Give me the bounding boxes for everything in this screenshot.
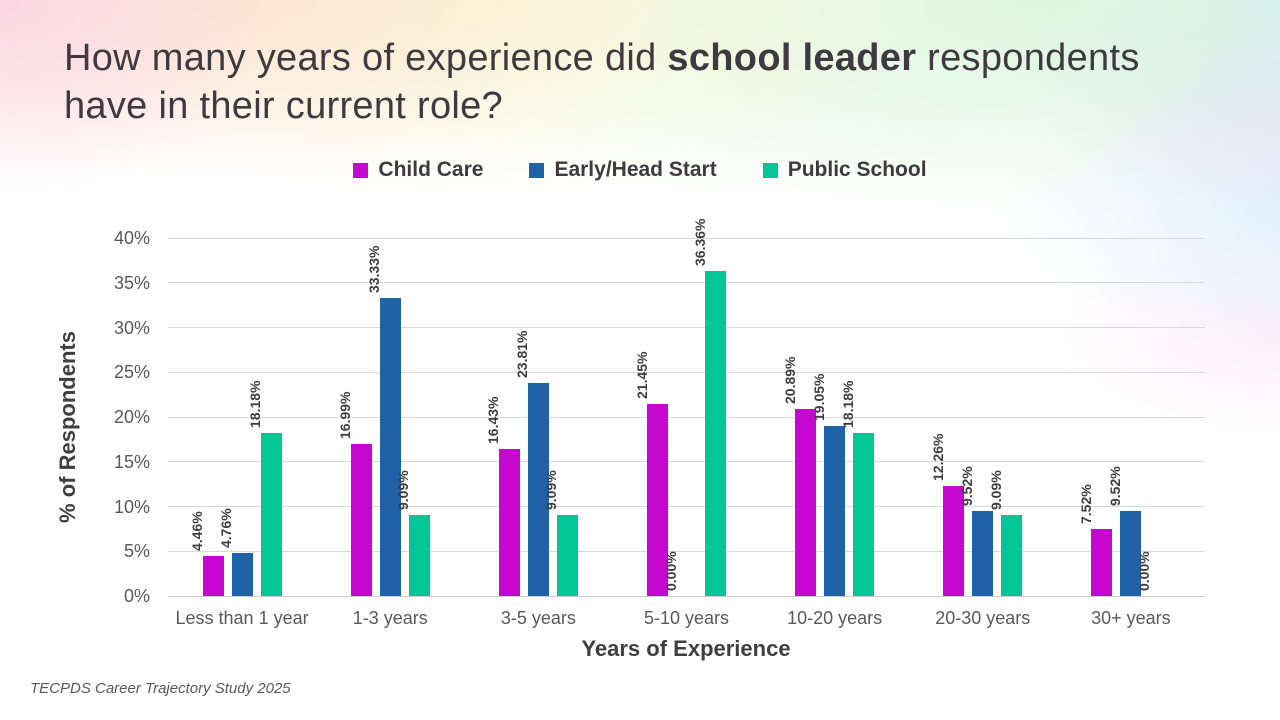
y-tick-label: 0%	[123, 586, 150, 606]
gridline	[168, 371, 1205, 373]
bar-value-label: 18.18%	[247, 380, 264, 429]
slide-title-prefix: How many years of experience did	[64, 37, 668, 79]
x-category-label: 20-30 years	[935, 608, 1031, 628]
bar-value-label: 16.43%	[485, 396, 502, 444]
legend-item: Child Care	[353, 158, 483, 182]
gridline	[168, 237, 1205, 239]
bar	[1001, 514, 1023, 596]
bar-value-label: 9.09%	[543, 469, 560, 510]
bar-value-label: 9.09%	[987, 469, 1004, 510]
bar-value-label: 7.52%	[1077, 483, 1094, 524]
gridline	[168, 416, 1205, 418]
x-axis-title: Years of Experience	[581, 636, 791, 661]
bar	[972, 510, 994, 596]
y-tick-label: 15%	[113, 451, 150, 472]
y-tick-label: 25%	[113, 362, 150, 383]
bar-value-label: 20.89%	[781, 356, 798, 405]
bar	[1091, 528, 1113, 596]
gridline	[168, 550, 1205, 552]
x-category-label: 30+ years	[1091, 608, 1171, 628]
bar	[556, 514, 578, 596]
gridline	[168, 595, 1205, 597]
bar	[795, 409, 817, 596]
bar	[527, 382, 549, 596]
legend-item: Early/Head Start	[529, 158, 717, 182]
bar	[260, 433, 282, 596]
bar-value-label: 18.18%	[839, 380, 856, 429]
y-tick-label: 30%	[113, 317, 150, 338]
bar-value-label: 9.09%	[395, 469, 412, 510]
bar-value-label: 16.99%	[337, 391, 354, 439]
legend-swatch-icon	[762, 162, 778, 178]
bar-value-label: 0.00%	[1135, 551, 1152, 591]
gridline	[168, 506, 1205, 507]
slide-title-emphasis: school leader	[667, 37, 917, 79]
legend-label: Public School	[787, 158, 927, 181]
y-tick-label: 5%	[123, 541, 150, 562]
y-axis-title: % of Respondents	[55, 331, 80, 523]
legend-swatch-icon	[529, 162, 545, 178]
slide-title: How many years of experience did school …	[64, 34, 1154, 130]
y-tick-label: 10%	[113, 496, 150, 517]
bar	[705, 270, 726, 596]
legend-label: Early/Head Start	[554, 158, 717, 181]
bar	[853, 433, 875, 596]
bar-value-label: 21.45%	[633, 351, 650, 400]
y-tick-label: 35%	[113, 272, 150, 293]
gridline	[168, 282, 1205, 284]
bar	[498, 448, 520, 596]
bar-value-label: 4.46%	[189, 511, 206, 552]
bar	[350, 443, 372, 596]
bar-value-label: 9.52%	[958, 466, 975, 506]
source-note: TECPDS Career Trajectory Study 2025	[30, 680, 291, 697]
bar	[408, 514, 430, 596]
bar-value-label: 9.52%	[1106, 466, 1123, 506]
gridline	[168, 461, 1205, 463]
bar	[647, 404, 668, 596]
bar-value-label: 36.36%	[691, 218, 708, 266]
bar	[1120, 510, 1142, 596]
bar-value-label: 4.76%	[218, 508, 235, 549]
bar-value-label: 12.26%	[929, 433, 946, 482]
bar	[943, 486, 965, 596]
slide-title-suffix: respondents have in their current role?	[64, 37, 1140, 127]
legend-swatch-icon	[353, 162, 369, 178]
bar-value-label: 23.81%	[514, 330, 531, 378]
bar	[231, 553, 253, 596]
plot-area: 0% 5% 10% 15% 20% 25% 30% 35% 40% Less than 1 yea…	[114, 218, 1205, 628]
bar-value-label: 33.33%	[366, 245, 383, 293]
y-tick-label: 20%	[113, 407, 150, 427]
bar	[202, 556, 224, 596]
legend-item: Public School	[762, 158, 927, 182]
bar	[824, 425, 846, 596]
x-category-label: Less than 1 year	[175, 608, 309, 628]
legend-label: Child Care	[378, 158, 484, 181]
x-category-label: 3-5 years	[500, 608, 576, 628]
y-tick-label: 40%	[113, 228, 150, 248]
chart-legend: Child Care Early/Head Start Public School	[0, 158, 1280, 182]
gridline	[168, 327, 1205, 328]
bar-value-label: 19.05%	[810, 373, 827, 421]
bar	[379, 297, 401, 596]
x-category-label: 1-3 years	[352, 608, 428, 628]
bar-value-label: 0.00%	[662, 551, 679, 591]
x-category-label: 10-20 years	[787, 608, 883, 628]
x-category-label: 5-10 years	[643, 608, 730, 628]
